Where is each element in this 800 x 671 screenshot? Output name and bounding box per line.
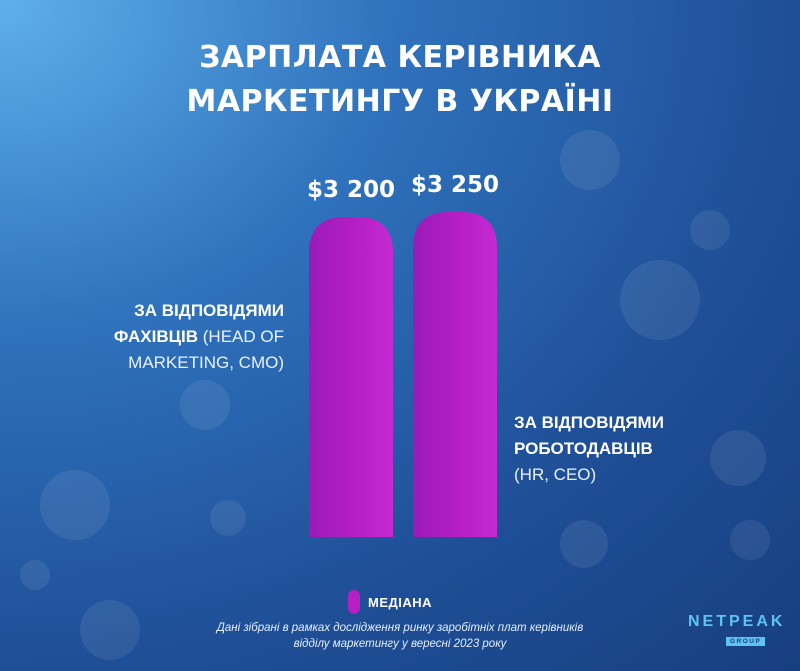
- footnote: Дані зібрані в рамках дослідження ринку …: [160, 620, 640, 652]
- category-label-line: ЗА ВІДПОВІДЯМИ: [514, 413, 664, 432]
- category-label-line: (HEAD OF: [198, 327, 284, 346]
- background-bubble: [40, 470, 110, 540]
- background-bubble: [560, 130, 620, 190]
- footnote-line-1: Дані зібрані в рамках дослідження ринку …: [216, 622, 584, 634]
- category-label-line: ЗА ВІДПОВІДЯМИ: [134, 301, 284, 320]
- background-bubble: [80, 600, 140, 660]
- background-bubble: [560, 520, 608, 568]
- title-line-2: МАРКЕТИНГУ В УКРАЇНІ: [186, 84, 614, 119]
- background-bubble: [180, 380, 230, 430]
- bar-value-label-1: $3 200: [307, 177, 395, 203]
- background-bubble: [210, 500, 246, 536]
- category-label-employers: ЗА ВІДПОВІДЯМИ РОБОТОДАВЦІВ (HR, CEO): [514, 410, 744, 488]
- page-title: ЗАРПЛАТА КЕРІВНИКА МАРКЕТИНГУ В УКРАЇНІ: [0, 36, 800, 124]
- netpeak-logo: NETPEAK GROUP: [688, 614, 788, 648]
- category-label-specialists: ЗА ВІДПОВІДЯМИ ФАХІВЦІВ (HEAD OF MARKETI…: [54, 298, 284, 376]
- bar-1: [309, 217, 393, 537]
- logo-wordmark: NETPEAK: [688, 613, 786, 630]
- background-bubble: [710, 430, 766, 486]
- background-bubble: [20, 560, 50, 590]
- footnote-line-2: відділу маркетингу у вересні 2023 року: [293, 638, 507, 650]
- title-line-1: ЗАРПЛАТА КЕРІВНИКА: [199, 40, 601, 75]
- legend-label: МЕДІАНА: [368, 594, 433, 610]
- category-label-line: РОБОТОДАВЦІВ: [514, 439, 653, 458]
- background-bubble: [730, 520, 770, 560]
- legend-swatch: [348, 590, 360, 614]
- background-bubble: [620, 260, 700, 340]
- category-label-line: ФАХІВЦІВ: [113, 327, 199, 346]
- category-label-line: (HR, CEO): [514, 465, 597, 484]
- bar-2: [413, 212, 497, 537]
- background-bubble: [690, 210, 730, 250]
- logo-subtitle: GROUP: [726, 637, 766, 646]
- category-label-line: MARKETING, CMO): [128, 353, 284, 372]
- bar-value-label-2: $3 250: [411, 172, 499, 198]
- legend: МЕДІАНА: [348, 590, 432, 614]
